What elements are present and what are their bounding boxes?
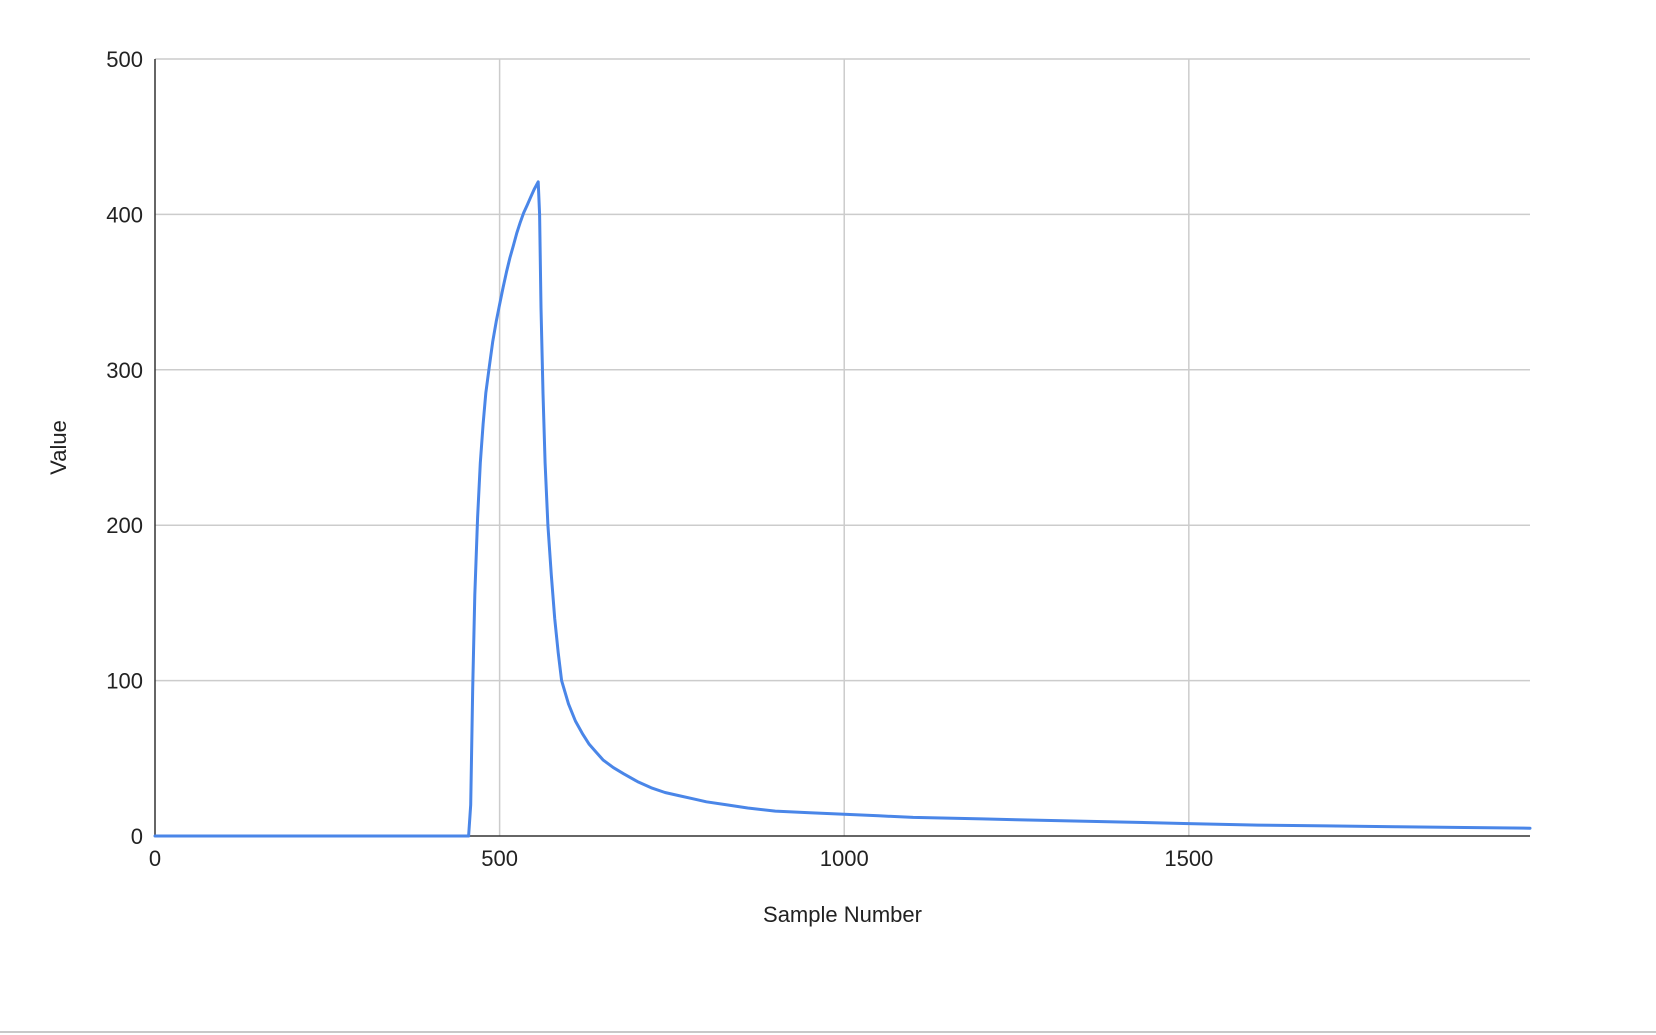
axes [154,59,1530,837]
grid-lines [155,58,1530,836]
tick-labels: 0 100 200 300 400 500 0 500 1000 1500 [106,47,1213,871]
x-tick-label: 0 [149,846,161,871]
series-layer [153,180,1532,838]
x-tick-label: 1500 [1164,846,1213,871]
x-tick-label: 1000 [820,846,869,871]
x-axis-title: Sample Number [763,902,922,927]
x-tick-label: 500 [481,846,518,871]
bottom-divider [0,1031,1656,1033]
y-tick-label: 0 [131,824,143,849]
y-axis-title: Value [46,420,71,475]
series-line [153,180,1532,838]
y-tick-label: 200 [106,513,143,538]
y-tick-label: 100 [106,669,143,694]
y-tick-label: 400 [106,202,143,227]
y-tick-label: 500 [106,47,143,72]
y-tick-label: 300 [106,358,143,383]
